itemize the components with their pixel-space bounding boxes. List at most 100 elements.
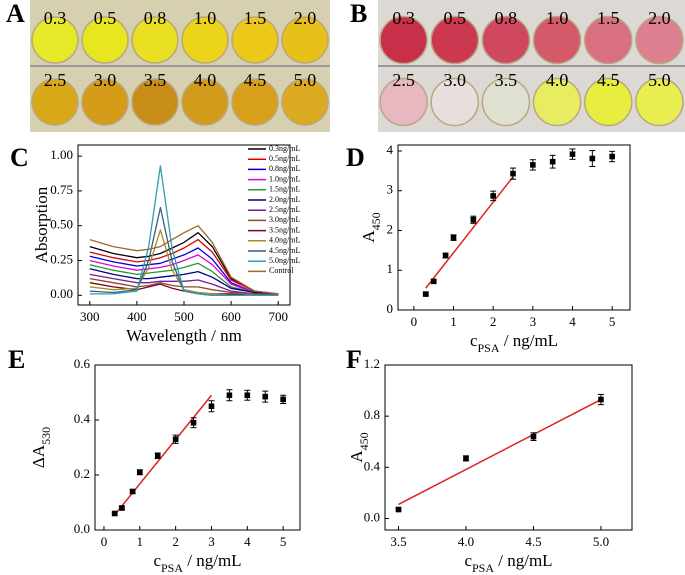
well — [481, 15, 531, 65]
data-point — [244, 392, 251, 399]
spectrum-line — [89, 165, 279, 296]
data-point — [262, 393, 269, 400]
well-label: 5.0 — [294, 70, 317, 90]
well — [379, 15, 428, 65]
well — [81, 78, 129, 126]
well-label: 3.0 — [94, 70, 117, 90]
x-tick-label: 0 — [411, 314, 418, 329]
y-tick-label: 0.6 — [74, 356, 91, 371]
axis-label: Wavelength / nm — [126, 326, 242, 345]
axis-label-main: Absorption — [32, 186, 51, 263]
x-tick-label: 4 — [244, 534, 251, 549]
x-tick-label: 600 — [221, 309, 241, 324]
y-tick-label: 0.2 — [74, 466, 90, 481]
data-point — [442, 252, 449, 259]
data-point — [280, 396, 286, 403]
well — [181, 16, 229, 64]
axis-label: A450 — [359, 212, 383, 242]
y-tick-label: 0.50 — [50, 217, 73, 232]
y-tick-label: 1.2 — [364, 356, 380, 371]
well-label: 4.5 — [244, 70, 267, 90]
plot-frame — [397, 144, 631, 311]
data-point — [450, 234, 457, 241]
x-tick-label: 700 — [268, 309, 288, 324]
data-point — [208, 403, 215, 410]
y-tick-label: 1.00 — [50, 147, 73, 162]
well-label: 2.0 — [648, 8, 671, 28]
well — [430, 77, 480, 127]
y-tick-label: 0.0 — [364, 509, 380, 524]
data-point — [463, 455, 469, 462]
axis-label-sub: PSA — [472, 561, 494, 575]
spectrum-line — [89, 232, 279, 295]
axis-label: A450 — [347, 432, 371, 462]
y-tick-label: 0 — [387, 301, 394, 316]
well-label: 0.8 — [144, 8, 167, 28]
axis-label: Absorption — [32, 186, 51, 263]
x-tick-label: 3 — [530, 314, 537, 329]
y-tick-label: 0.25 — [50, 251, 73, 266]
spectrum-line — [89, 273, 279, 295]
panel-label: E — [8, 345, 25, 374]
legend-label: 1.0ng/mL — [269, 174, 300, 183]
spectrum-line — [89, 247, 279, 295]
axis-label-sub: 450 — [357, 432, 371, 450]
data-point — [119, 505, 125, 511]
legend-label: 4.5ng/mL — [269, 246, 300, 255]
well-label: 1.0 — [546, 8, 569, 28]
data-point — [430, 278, 437, 285]
data-point — [172, 436, 179, 443]
legend-label: 0.3ng/mL — [269, 144, 300, 153]
y-tick-label: 0.4 — [364, 458, 381, 473]
well-label: 4.0 — [546, 70, 569, 90]
legend-label: 4.0ng/mL — [269, 236, 300, 245]
data-point — [569, 151, 576, 157]
x-tick-label: 0 — [101, 534, 108, 549]
y-tick-label: 0.8 — [364, 407, 380, 422]
y-tick-label: 0.4 — [74, 411, 91, 426]
legend-label: 0.5ng/mL — [269, 154, 300, 163]
legend-label: Control — [269, 266, 294, 275]
data-point — [129, 488, 136, 495]
well — [281, 78, 329, 126]
panel-label: D — [346, 143, 365, 172]
axis-label-sub: 450 — [369, 212, 383, 230]
y-tick-label: 3 — [387, 182, 394, 197]
axis-label-rest: / ng/mL — [183, 551, 242, 570]
well — [379, 77, 428, 127]
x-tick-label: 5 — [609, 314, 616, 329]
x-tick-label: 4 — [569, 314, 576, 329]
well-label: 3.5 — [495, 70, 518, 90]
well-label: 1.5 — [597, 8, 620, 28]
axis-label-main: ΔA — [29, 444, 48, 468]
well-label: 5.0 — [648, 70, 671, 90]
legend-label: 2.0ng/mL — [269, 195, 300, 204]
well-label: 0.3 — [392, 8, 415, 28]
well — [281, 16, 329, 64]
well-label: 1.5 — [244, 8, 267, 28]
well — [430, 15, 480, 65]
data-point — [530, 162, 536, 168]
well — [635, 77, 684, 127]
plot-frame — [384, 364, 633, 531]
plot-frame — [94, 364, 301, 531]
x-tick-label: 2 — [490, 314, 497, 329]
x-tick-label: 5.0 — [593, 534, 609, 549]
well-label: 1.0 — [194, 8, 217, 28]
x-tick-label: 300 — [80, 309, 100, 324]
axis-label-main: A — [347, 450, 366, 463]
data-point — [111, 510, 118, 517]
data-point — [609, 153, 615, 160]
legend-label: 3.5ng/mL — [269, 225, 300, 234]
data-point — [510, 170, 516, 177]
well-label: 0.8 — [495, 8, 518, 28]
x-tick-label: 1 — [450, 314, 457, 329]
axis-label-sub: PSA — [161, 561, 183, 575]
legend-label: 1.5ng/mL — [269, 185, 300, 194]
y-tick-label: 0.00 — [50, 286, 73, 301]
well — [131, 78, 179, 126]
well — [31, 16, 79, 64]
legend-label: 0.8ng/mL — [269, 164, 300, 173]
spectrum-line — [89, 254, 279, 295]
